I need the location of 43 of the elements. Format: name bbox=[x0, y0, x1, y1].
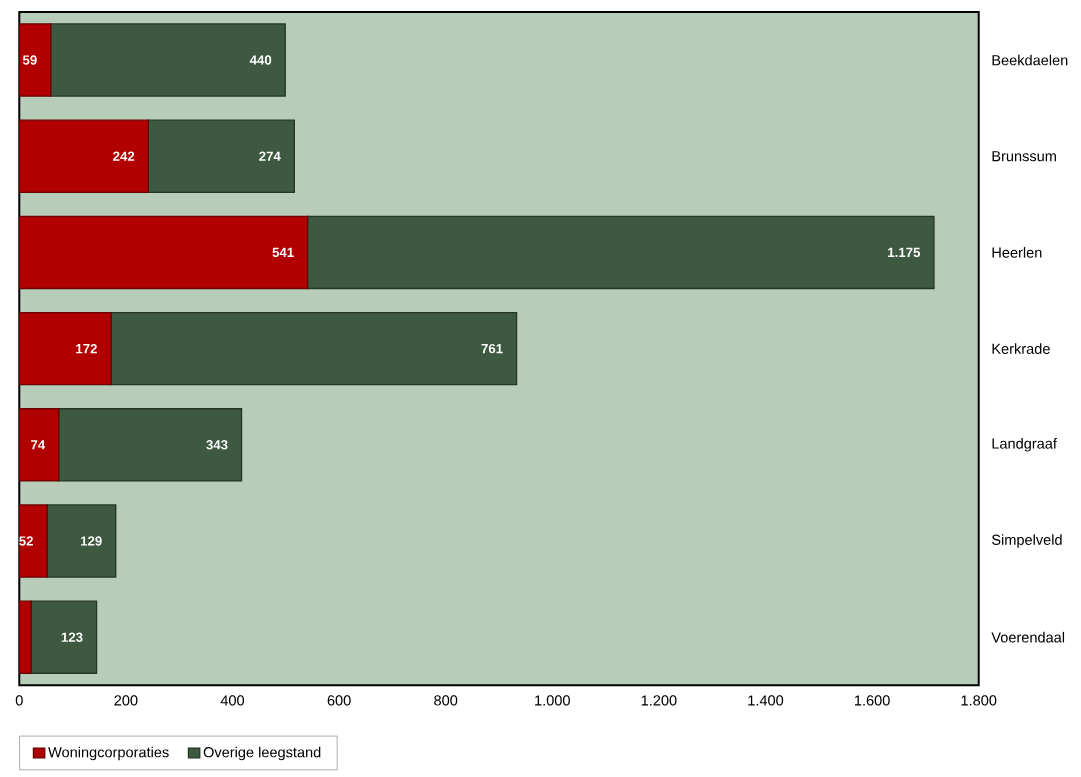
bar bbox=[30, 600, 98, 675]
data-label: 59 bbox=[22, 55, 37, 65]
x-tick-label: 600 bbox=[327, 695, 351, 706]
bar bbox=[110, 312, 518, 386]
bar bbox=[19, 215, 309, 290]
bar bbox=[19, 119, 149, 194]
data-label: 242 bbox=[113, 151, 135, 161]
y-tick-label: Voerendaal bbox=[991, 632, 1065, 643]
y-tick-label: Landgraaf bbox=[992, 438, 1057, 452]
y-tick-label: Heerlen bbox=[992, 247, 1042, 258]
bar bbox=[50, 23, 286, 97]
data-label: 440 bbox=[249, 55, 272, 65]
y-tick-label: Simpelveld bbox=[991, 534, 1062, 548]
legend-label: Overige leegstand bbox=[203, 746, 321, 761]
data-label: 123 bbox=[61, 632, 83, 643]
bar bbox=[58, 408, 243, 482]
x-tick-label: 800 bbox=[434, 695, 458, 706]
bar bbox=[46, 504, 117, 578]
y-tick-label: Kerkrade bbox=[992, 343, 1050, 355]
legend-label: Woningcorporaties bbox=[48, 746, 169, 761]
data-label: 52 bbox=[19, 536, 33, 546]
bar bbox=[147, 119, 295, 194]
data-label: 172 bbox=[76, 344, 97, 354]
data-label: 541 bbox=[272, 247, 294, 258]
x-tick-label: 1.800 bbox=[961, 695, 997, 706]
bar bbox=[19, 312, 112, 386]
data-label: 274 bbox=[259, 151, 281, 161]
data-label: 1.175 bbox=[888, 247, 921, 258]
data-label: 74 bbox=[31, 440, 46, 450]
x-tick-label: 1.200 bbox=[641, 695, 677, 706]
y-tick-label: Beekdaelen bbox=[992, 54, 1068, 66]
data-label: 761 bbox=[481, 344, 503, 354]
y-tick-label: Brunssum bbox=[992, 151, 1056, 162]
x-tick-label: 200 bbox=[114, 695, 138, 706]
bar bbox=[306, 215, 935, 290]
data-label: 343 bbox=[206, 440, 228, 450]
x-tick-label: 400 bbox=[220, 695, 245, 706]
data-label: 129 bbox=[80, 536, 102, 546]
x-tick-label: 1.000 bbox=[535, 695, 570, 706]
bar bbox=[19, 408, 60, 482]
x-tick-label: 1.600 bbox=[854, 695, 890, 706]
x-tick-label: 1.400 bbox=[748, 695, 784, 706]
x-tick-label: 0 bbox=[15, 695, 23, 706]
